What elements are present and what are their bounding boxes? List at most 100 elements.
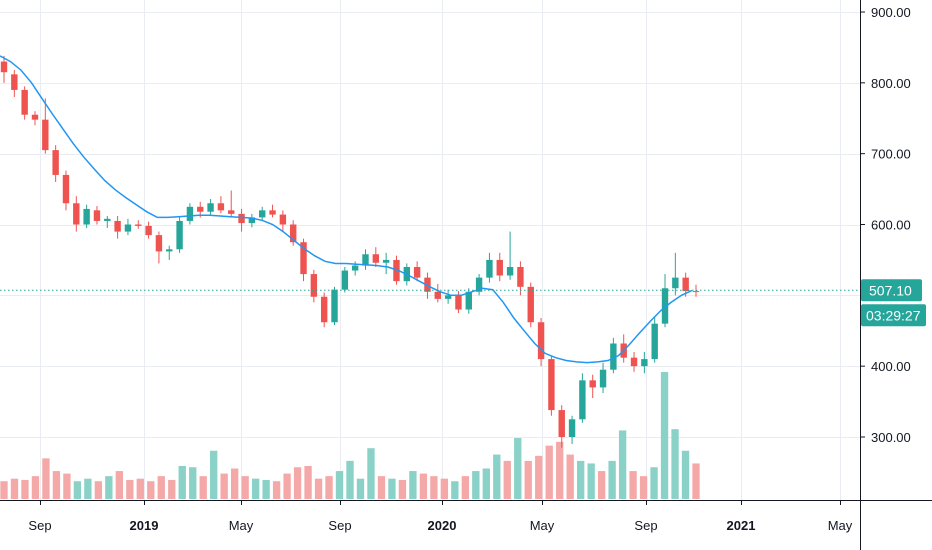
- candle-body: [124, 224, 132, 232]
- volume-bar: [272, 481, 281, 499]
- volume-bar: [514, 438, 522, 499]
- candle-body: [351, 265, 359, 271]
- candle-body: [682, 277, 689, 292]
- volume-bar: [556, 441, 564, 499]
- volume-bar: [566, 454, 574, 499]
- time-tick-label: Sep: [28, 518, 51, 533]
- volume-bar: [639, 476, 648, 499]
- candle-body: [434, 291, 441, 299]
- candle-body: [362, 254, 369, 266]
- candle-body: [145, 225, 152, 236]
- volume-bar: [587, 463, 595, 499]
- candle-body: [599, 369, 607, 388]
- candle-body: [217, 203, 225, 211]
- price-tick-label: 300.00: [871, 430, 911, 445]
- volume-bar: [105, 476, 113, 499]
- candle-body: [228, 210, 235, 214]
- time-tick-label: Sep: [328, 518, 351, 533]
- price-axis-labels: 300.00400.00500.00600.00700.00800.00900.…: [860, 5, 911, 445]
- time-tick-label: 2020: [428, 518, 457, 533]
- time-tick-label: May: [828, 518, 853, 533]
- candle-body: [197, 206, 204, 212]
- candle-body: [83, 208, 90, 225]
- volume-bar: [178, 465, 186, 499]
- candle-body: [496, 259, 503, 276]
- volume-bar: [31, 476, 40, 499]
- volume-bar: [398, 479, 407, 499]
- candle-body: [413, 267, 421, 278]
- volume-bar: [409, 471, 417, 499]
- volume-bar: [52, 471, 61, 499]
- volume-bar: [346, 460, 354, 499]
- volume-bar: [262, 479, 270, 499]
- volume-bar: [220, 473, 228, 499]
- candle-body: [248, 217, 256, 224]
- volume-bar: [42, 458, 50, 499]
- volume-bar: [660, 372, 669, 499]
- volume-bar: [618, 430, 627, 499]
- volume-bar: [482, 468, 490, 499]
- candle-body: [579, 380, 586, 420]
- price-tick-label: 700.00: [871, 147, 911, 162]
- candle-body: [320, 296, 328, 323]
- candle-body: [558, 410, 565, 437]
- candle-body: [692, 291, 700, 293]
- volume-bar: [451, 481, 459, 499]
- volume-bar: [440, 478, 449, 499]
- volume-bar: [493, 454, 501, 499]
- candle-body: [537, 322, 545, 360]
- candle-body: [176, 220, 183, 250]
- candle-body: [114, 220, 121, 232]
- volume-bar: [388, 478, 396, 499]
- volume-bar: [283, 473, 291, 499]
- candle-body: [186, 206, 194, 221]
- candle-body: [238, 213, 245, 224]
- volume-bar: [293, 467, 302, 499]
- price-tick-label: 800.00: [871, 76, 911, 91]
- price-tick-label: 600.00: [871, 218, 911, 233]
- candle-body: [641, 359, 648, 367]
- volume-bar: [367, 448, 375, 499]
- time-axis-labels[interactable]: Sep 2019 May Sep 2020 May Sep 2021 May: [28, 500, 853, 533]
- candle-body: [506, 267, 514, 276]
- volume-bar: [650, 467, 658, 499]
- volume-bar: [168, 479, 176, 499]
- candle-body: [661, 288, 669, 324]
- candle-body: [527, 286, 534, 323]
- volume-bar: [251, 478, 260, 499]
- candle-body: [0, 61, 8, 73]
- candle-body: [548, 359, 555, 411]
- candle-body: [11, 74, 18, 90]
- candle-body: [155, 235, 163, 252]
- volume-bar: [115, 471, 124, 499]
- countdown-tag: 03:29:27: [861, 304, 926, 327]
- candle-body: [289, 224, 297, 243]
- candle-body: [300, 242, 307, 275]
- volume-bar: [430, 476, 438, 499]
- bar-close-countdown: 03:29:27: [866, 307, 921, 323]
- candle-body: [259, 210, 266, 218]
- volume-bar: [461, 476, 470, 499]
- candle-body: [207, 203, 214, 212]
- volume-bar: [230, 468, 239, 499]
- candle-body: [610, 343, 617, 370]
- volume-bar: [671, 429, 679, 499]
- price-tick-label: 900.00: [871, 5, 911, 20]
- candles: [0, 55, 700, 448]
- candle-body: [52, 150, 59, 175]
- time-tick-label: 2021: [727, 518, 756, 533]
- volume-bar: [126, 479, 134, 499]
- volume-bar: [377, 476, 386, 499]
- volume-bar: [94, 481, 103, 499]
- volume-bar: [136, 478, 144, 499]
- candle-body: [517, 267, 524, 287]
- volume-bar: [335, 471, 344, 499]
- volume-bar: [189, 467, 197, 499]
- volume-bar: [210, 450, 218, 499]
- time-tick-label: Sep: [634, 518, 657, 533]
- volume-bar: [629, 471, 637, 499]
- volume-bar: [681, 450, 690, 499]
- volume-bar: [10, 478, 19, 499]
- moving-average-line: [0, 55, 693, 364]
- volume-bar: [692, 463, 700, 499]
